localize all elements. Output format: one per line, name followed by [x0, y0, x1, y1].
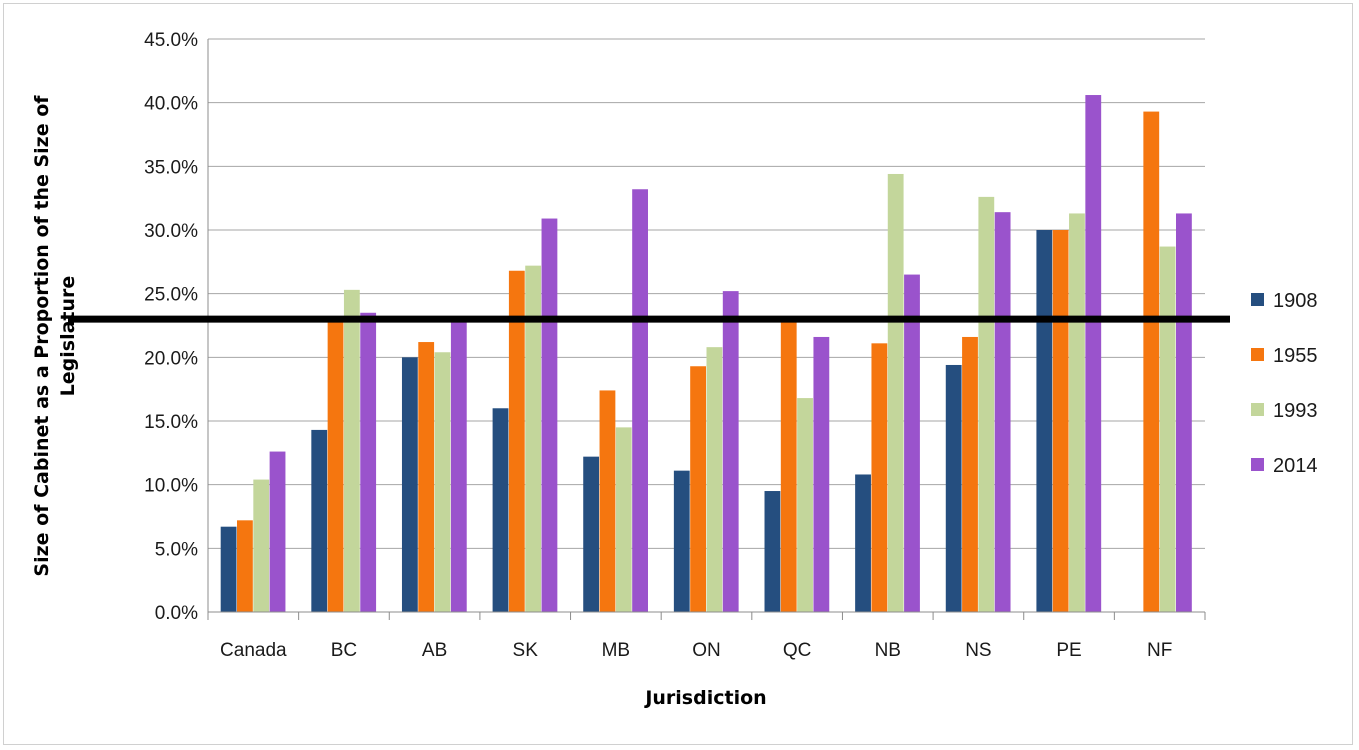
x-tick-label: AB [422, 640, 447, 661]
y-tick-label: 5.0% [155, 539, 198, 560]
x-tick-label: MB [602, 640, 631, 661]
legend-swatch-1955 [1251, 348, 1264, 361]
bar-1955-AB [418, 342, 435, 612]
x-tick-label: NF [1147, 640, 1172, 661]
bar-2014-PE [1085, 95, 1102, 612]
y-tick-label: 20.0% [144, 348, 198, 369]
legend-label-1955: 1955 [1273, 345, 1318, 367]
x-axis-title: Jurisdiction [643, 687, 766, 709]
legend-label-1993: 1993 [1273, 400, 1318, 422]
bar-1993-QC [797, 398, 813, 612]
bar-2014-MB [632, 189, 648, 612]
bar-1955-NF [1143, 111, 1160, 612]
legend-label-1908: 1908 [1273, 290, 1318, 312]
x-tick-label: BC [331, 640, 357, 661]
bar-1993-AB [434, 352, 451, 612]
bar-1993-SK [525, 265, 542, 612]
bar-1993-Canada [253, 479, 270, 612]
y-tick-label: 45.0% [144, 30, 198, 51]
bar-1993-BC [343, 289, 360, 612]
bar-1955-SK [508, 270, 525, 612]
bar-1908-BC [311, 429, 328, 612]
x-tick-labels: Canada BC AB SK MB ON QC NB NS PE NF [220, 640, 1172, 661]
legend-swatch-1993 [1251, 403, 1264, 416]
bar-1908-NS [945, 364, 962, 612]
bar-1908-NB [855, 474, 871, 612]
bar-1993-NF [1159, 246, 1176, 613]
y-axis-title-line-1: Size of Cabinet as a Proportion of the S… [31, 95, 53, 577]
bar-1955-MB [599, 390, 616, 612]
bar-1955-ON [690, 366, 706, 612]
x-tick-label: PE [1056, 640, 1081, 661]
y-tick-label: 0.0% [155, 603, 198, 624]
bar-1955-QC [780, 319, 797, 612]
bar-2014-BC [360, 312, 377, 612]
bar-1955-Canada [237, 520, 253, 612]
bar-1908-QC [764, 491, 781, 612]
bar-1993-NB [887, 173, 904, 612]
x-tick-label: SK [513, 640, 539, 661]
bar-2014-ON [722, 291, 739, 612]
bar-1993-MB [615, 427, 632, 612]
y-tick-label: 40.0% [144, 94, 198, 115]
bar-1955-BC [327, 319, 344, 612]
bar-2014-AB [450, 319, 467, 612]
bar-1908-MB [583, 456, 600, 612]
y-tick-label: 30.0% [144, 221, 198, 242]
legend-swatch-1908 [1251, 293, 1264, 306]
bar-1908-SK [492, 408, 509, 612]
bar-1908-PE [1036, 230, 1053, 612]
bar-2014-NB [904, 274, 920, 612]
bar-2014-Canada [269, 451, 286, 612]
bar-2014-SK [541, 218, 558, 613]
legend-label-2014: 2014 [1273, 455, 1318, 477]
bars [220, 95, 1192, 613]
y-tick-labels: 0.0% 5.0% 10.0% 15.0% 20.0% 25.0% 30.0% 35.0% 40… [144, 30, 198, 624]
bar-1993-PE [1069, 213, 1085, 612]
x-tick-label: Canada [220, 640, 287, 661]
bar-1993-ON [706, 347, 723, 612]
y-tick-label: 25.0% [144, 285, 198, 306]
bar-2014-NS [994, 212, 1011, 613]
legend-swatch-2014 [1251, 458, 1264, 471]
x-tick-label: ON [692, 640, 721, 661]
bar-1955-PE [1052, 230, 1069, 612]
axes [207, 39, 1206, 620]
bar-1955-NS [962, 336, 978, 612]
y-tick-label: 35.0% [144, 157, 198, 178]
bar-1993-NS [978, 196, 995, 612]
y-tick-label: 15.0% [144, 412, 198, 433]
x-tick-label: NB [875, 640, 901, 661]
chart-frame [3, 3, 1353, 745]
bar-1908-Canada [220, 526, 237, 612]
bar-1908-AB [401, 357, 418, 612]
x-tick-label: NS [965, 640, 991, 661]
x-tick-label: QC [783, 640, 812, 661]
bar-2014-NF [1176, 213, 1192, 612]
bar-1908-ON [673, 470, 690, 612]
y-axis-title: Size of Cabinet as a Proportion of the S… [31, 95, 79, 577]
y-axis-title-line-2: Legislature [57, 276, 79, 397]
legend: 1908 1955 1993 2014 [1251, 290, 1318, 477]
bar-2014-QC [813, 336, 830, 612]
bar-1955-NB [871, 343, 888, 612]
y-tick-label: 10.0% [144, 476, 198, 497]
